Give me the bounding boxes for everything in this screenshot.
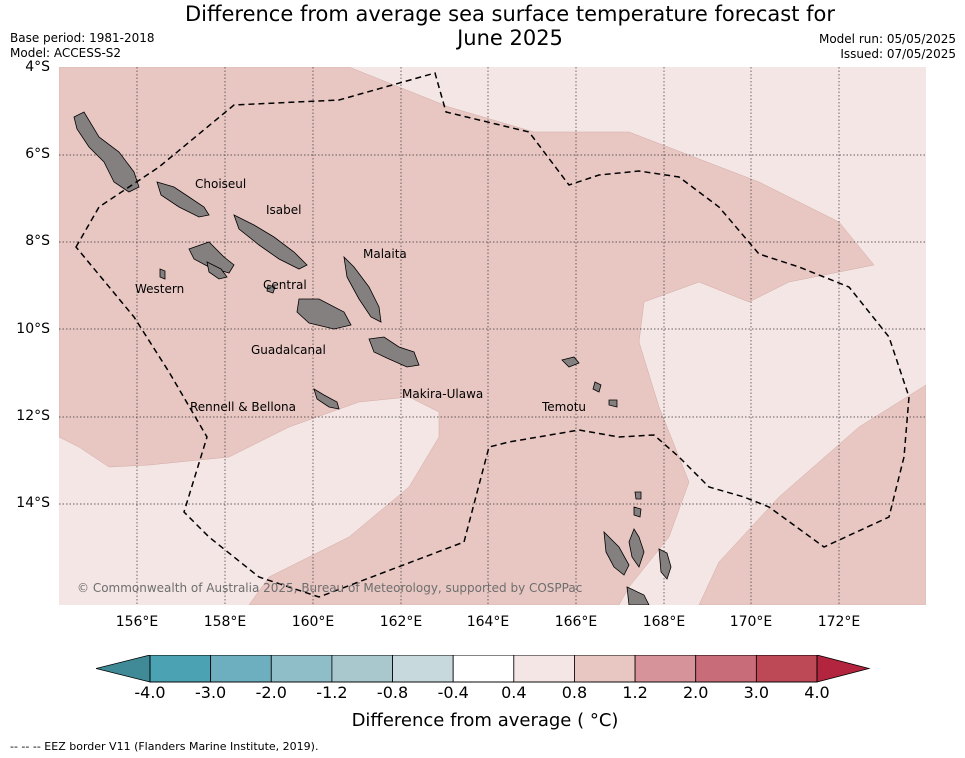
base-period: Base period: 1981-2018: [10, 31, 155, 45]
colorbar-bin: [210, 655, 272, 683]
lon-label: 162°E: [379, 614, 423, 630]
colorbar-bin: [331, 655, 393, 683]
issued-date: Issued: 07/05/2025: [840, 47, 956, 61]
land-masses: [73, 111, 672, 605]
colorbar-tick-label: 2.0: [682, 683, 709, 702]
meta-left: Base period: 1981-2018 Model: ACCESS-S2: [10, 31, 155, 61]
colorbar-tick-label: -3.0: [195, 683, 227, 702]
title-line-1: Difference from average sea surface temp…: [185, 2, 835, 26]
colorbar-tick-label: -0.4: [437, 683, 469, 702]
colorbar-tick-label: 0.8: [561, 683, 588, 702]
lat-label: 4°S: [25, 59, 50, 75]
colorbar-tick-label: 4.0: [804, 683, 830, 702]
province-label: Choiseul: [195, 177, 246, 191]
lon-label: 158°E: [203, 614, 247, 630]
lon-label: 156°E: [115, 614, 159, 630]
lon-label: 160°E: [291, 614, 335, 630]
lon-label: 164°E: [466, 614, 510, 630]
colorbar-bin: [513, 655, 575, 683]
colorbar-bin: [695, 655, 757, 683]
colorbar-bin: [149, 655, 212, 683]
province-labels: Choiseul Isabel Malaita Western Central …: [135, 177, 586, 414]
chart-title: Difference from average sea surface temp…: [160, 2, 860, 50]
province-label: Guadalcanal: [251, 343, 326, 357]
colorbar-tick-label: -1.2: [316, 683, 348, 702]
eez-border: [75, 72, 910, 598]
colorbar-tick-label: 0.4: [501, 683, 527, 702]
lat-label: 10°S: [16, 321, 50, 337]
colorbar-tick-label: -2.0: [255, 683, 287, 702]
grid-lines: [59, 67, 926, 605]
colorbar-tick-label: 1.2: [622, 683, 648, 702]
model-run: Model run: 05/05/2025: [818, 32, 956, 46]
colorbar-bin: [574, 655, 636, 683]
province-label: Malaita: [363, 247, 407, 261]
colorbar-extend-low: [96, 655, 151, 683]
colorbar-tick-label: -0.8: [376, 683, 409, 702]
model-name: Model: ACCESS-S2: [10, 46, 122, 60]
province-label: Rennell & Bellona: [190, 400, 296, 414]
colorbar-bin: [270, 655, 333, 683]
lat-label: 6°S: [25, 146, 50, 162]
sst-anomaly-map: Choiseul Isabel Malaita Western Central …: [59, 67, 926, 605]
colorbar-tick-label: -4.0: [134, 683, 166, 702]
province-label: Central: [263, 278, 307, 292]
colorbar: [96, 655, 871, 683]
province-label: Western: [135, 282, 184, 296]
anomaly-region-medium: [59, 67, 875, 605]
lon-label: 170°E: [729, 614, 773, 630]
colorbar-bin: [392, 655, 454, 683]
title-line-2: June 2025: [457, 26, 563, 50]
lon-label: 166°E: [554, 614, 598, 630]
colorbar-bin: [634, 655, 697, 683]
colorbar-extend-high: [816, 655, 871, 683]
colorbar-frame: [149, 655, 818, 683]
meta-right: Model run: 05/05/2025 Issued: 07/05/2025: [819, 32, 956, 62]
lat-label: 8°S: [25, 233, 50, 249]
anomaly-region-medium: [698, 384, 926, 605]
colorbar-label: Difference from average ( °C): [351, 710, 619, 731]
lat-label: 14°S: [16, 495, 50, 511]
colorbar-bin: [452, 655, 515, 683]
colorbar-bin: [755, 655, 818, 683]
lat-label: 12°S: [16, 408, 50, 424]
footnote: -- -- -- EEZ border V11 (Flanders Marine…: [10, 740, 319, 753]
copyright-text: © Commonwealth of Australia 2025, Bureau…: [77, 581, 582, 595]
lon-label: 172°E: [817, 614, 861, 630]
province-label: Temotu: [541, 400, 586, 414]
province-label: Isabel: [266, 203, 301, 217]
province-label: Makira-Ulawa: [402, 387, 483, 401]
colorbar-tick-label: 3.0: [743, 683, 770, 702]
lon-label: 168°E: [642, 614, 686, 630]
